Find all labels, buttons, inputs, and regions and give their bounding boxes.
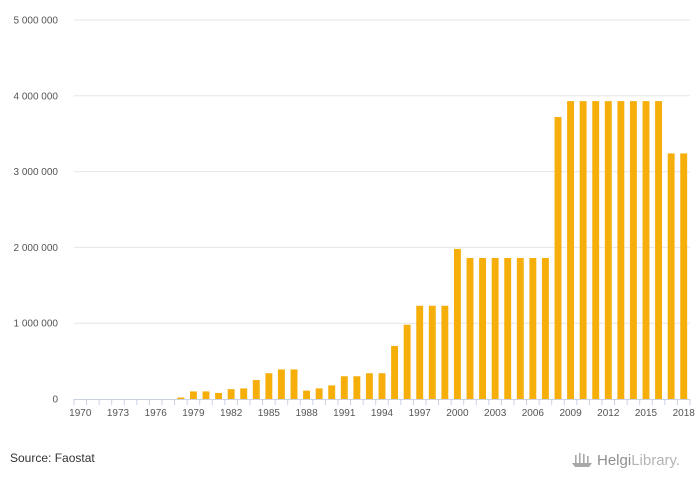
bar-2005[interactable]: [516, 258, 524, 399]
bar-2010[interactable]: [579, 101, 587, 400]
x-tick-label: 1976: [145, 408, 168, 419]
bar-1996[interactable]: [403, 324, 411, 399]
x-tick-label: 2009: [559, 408, 582, 419]
bar-1988[interactable]: [303, 390, 311, 399]
bar-1994[interactable]: [378, 373, 386, 399]
bar-2006[interactable]: [529, 258, 537, 399]
x-tick-label: 1979: [182, 408, 205, 419]
bar-1991[interactable]: [340, 376, 348, 399]
bar-2008[interactable]: [554, 117, 562, 400]
bar-1984[interactable]: [252, 380, 260, 399]
bar-2011[interactable]: [592, 101, 600, 400]
y-tick-label: 3 000 000: [14, 167, 59, 178]
bar-2015[interactable]: [642, 101, 650, 400]
x-tick-label: 2000: [446, 408, 469, 419]
bar-1986[interactable]: [277, 369, 285, 399]
x-tick-label: 1982: [220, 408, 243, 419]
x-tick-label: 2015: [635, 408, 658, 419]
bar-2009[interactable]: [567, 101, 575, 400]
bar-1985[interactable]: [265, 373, 273, 399]
y-tick-label: 2 000 000: [14, 243, 59, 254]
bar-1983[interactable]: [240, 388, 248, 399]
bar-2003[interactable]: [491, 258, 499, 399]
bar-1998[interactable]: [428, 305, 436, 399]
bar-1995[interactable]: [391, 345, 399, 399]
x-tick-label: 2018: [673, 408, 696, 419]
bar-1999[interactable]: [441, 305, 449, 399]
brand-logo[interactable]: Helgi Library.: [570, 449, 680, 471]
bar-2012[interactable]: [604, 101, 612, 400]
bar-1981[interactable]: [215, 392, 223, 399]
bar-1979[interactable]: [189, 391, 197, 399]
y-axis-labels: 0 1 000 000 2 000 000 3 000 000 4 000 000 5 0…: [14, 16, 59, 406]
y-tick-label: 1 000 000: [14, 319, 59, 330]
y-tick-label: 5 000 000: [14, 16, 59, 27]
bar-2013[interactable]: [617, 101, 625, 400]
x-axis-labels: 1970 1973 1976 1979 1982 1985 1988 1991 1994 1997…: [69, 408, 695, 419]
bar-1997[interactable]: [416, 305, 424, 399]
bar-1993[interactable]: [365, 373, 373, 399]
gridlines: [74, 19, 690, 324]
brand-name-part2: Library.: [631, 451, 681, 469]
bar-2002[interactable]: [479, 258, 487, 399]
bar-2016[interactable]: [655, 101, 663, 400]
x-tick-label: 1994: [371, 408, 394, 419]
bar-1990[interactable]: [328, 385, 336, 399]
x-tick-label: 1970: [69, 408, 92, 419]
bar-1982[interactable]: [227, 389, 235, 399]
y-tick-label: 4 000 000: [14, 91, 59, 102]
source-note: Source: Faostat: [10, 451, 95, 465]
x-tick-label: 2012: [597, 408, 620, 419]
bar-1980[interactable]: [202, 391, 210, 399]
bar-2004[interactable]: [504, 258, 512, 399]
bar-2001[interactable]: [466, 258, 474, 399]
x-axis: [73, 399, 691, 405]
bar-2014[interactable]: [629, 101, 637, 400]
bar-1987[interactable]: [290, 369, 298, 399]
x-tick-label: 1997: [409, 408, 432, 419]
bar-2018[interactable]: [680, 153, 688, 399]
x-tick-label: 1985: [258, 408, 281, 419]
x-tick-label: 2003: [484, 408, 507, 419]
bar-2017[interactable]: [667, 153, 675, 399]
bar-2000[interactable]: [453, 248, 461, 399]
helgi-ship-logo-icon: [572, 453, 592, 467]
y-tick-label: 0: [52, 395, 58, 406]
bar-1992[interactable]: [353, 376, 361, 399]
bar-1978[interactable]: [177, 397, 185, 399]
x-tick-label: 1991: [333, 408, 356, 419]
bars: [177, 101, 688, 400]
x-tick-label: 1988: [295, 408, 318, 419]
x-tick-label: 1973: [107, 408, 130, 419]
bar-2007[interactable]: [541, 258, 549, 399]
brand-name-part1: Helgi: [597, 451, 632, 469]
bar-1989[interactable]: [315, 388, 323, 399]
x-tick-label: 2006: [522, 408, 545, 419]
